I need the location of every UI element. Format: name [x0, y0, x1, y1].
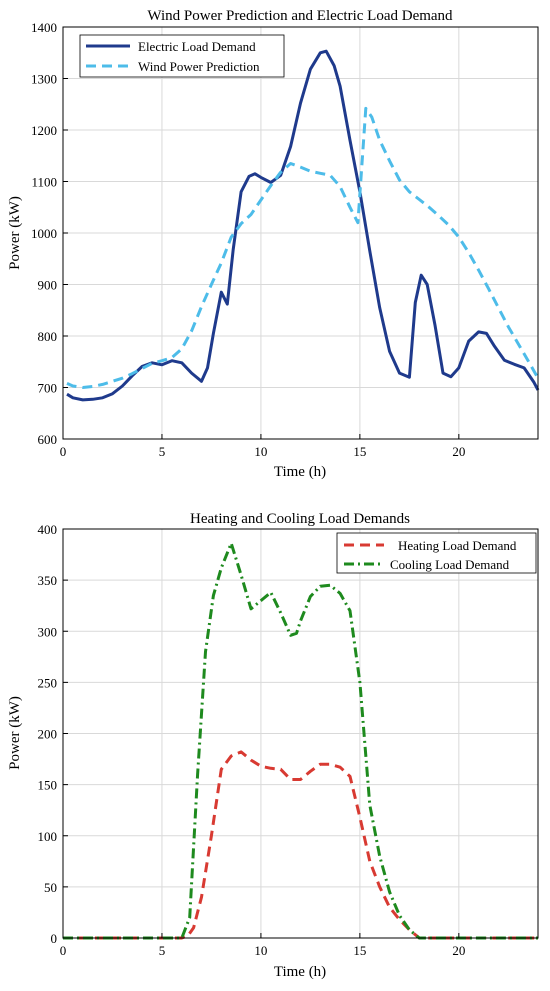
axis-ticks: 0 5 10 15 20 600 700 800 900 1000 1100 1200 1300 1400	[31, 20, 465, 459]
y-tick-label: 200	[38, 727, 58, 742]
chart-title: Heating and Cooling Load Demands	[190, 511, 410, 527]
y-tick-label: 700	[38, 381, 58, 396]
legend: Electric Load Demand Wind Power Predicti…	[79, 34, 285, 78]
x-axis-label: Time (h)	[274, 964, 326, 980]
x-tick-label: 10	[254, 444, 267, 459]
y-tick-label: 50	[44, 880, 57, 895]
y-tick-label: 600	[38, 432, 58, 447]
x-tick-label: 0	[60, 444, 67, 459]
y-axis-label: Power (kW)	[7, 696, 23, 770]
y-tick-label: 400	[38, 522, 58, 537]
x-tick-label: 15	[353, 943, 366, 958]
y-tick-label: 1400	[31, 20, 57, 35]
legend-label-electric: Electric Load Demand	[138, 39, 256, 54]
y-tick-label: 100	[38, 829, 58, 844]
y-tick-label: 350	[38, 573, 58, 588]
legend-box	[79, 34, 285, 78]
x-axis-label: Time (h)	[274, 464, 326, 480]
y-tick-label: 1100	[31, 175, 57, 190]
y-tick-label: 800	[38, 329, 58, 344]
y-tick-label: 250	[38, 675, 58, 690]
y-tick-label: 150	[38, 778, 58, 793]
x-tick-label: 20	[452, 943, 465, 958]
legend-label-cooling: Cooling Load Demand	[390, 557, 510, 572]
series-line-wind-power-prediction	[66, 106, 540, 389]
series-line-electric-load-demand	[66, 49, 540, 402]
x-tick-label: 0	[60, 943, 67, 958]
y-tick-label: 1300	[31, 72, 57, 87]
series-line-cooling-load-demand	[63, 541, 538, 940]
legend-label-wind: Wind Power Prediction	[138, 59, 260, 74]
y-tick-label: 900	[38, 278, 58, 293]
series-lines	[66, 49, 540, 402]
chart-title: Wind Power Prediction and Electric Load …	[147, 8, 453, 24]
electric-wind-chart: 0 5 10 15 20 600 700 800 900 1000 1100 1200 1300 1400…	[7, 8, 540, 480]
legend-box	[336, 532, 537, 574]
x-tick-label: 15	[353, 444, 366, 459]
y-tick-label: 1000	[31, 226, 57, 241]
y-axis-label: Power (kW)	[7, 196, 23, 270]
x-tick-label: 20	[452, 444, 465, 459]
x-tick-label: 5	[159, 444, 166, 459]
legend: Heating Load Demand Cooling Load Demand	[336, 532, 537, 574]
x-tick-label: 5	[159, 943, 166, 958]
y-tick-label: 1200	[31, 123, 57, 138]
legend-label-heating: Heating Load Demand	[398, 538, 517, 553]
y-tick-label: 300	[38, 624, 58, 639]
y-tick-label: 0	[51, 931, 58, 946]
x-tick-label: 10	[254, 943, 267, 958]
